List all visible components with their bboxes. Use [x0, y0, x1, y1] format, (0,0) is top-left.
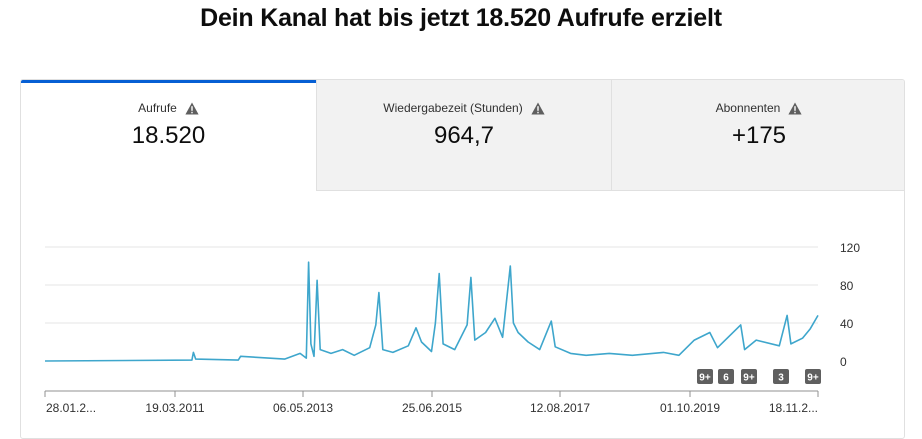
tab-watch-time-value: 964,7	[433, 122, 495, 149]
metric-tabs: Aufrufe 18.520 Wiedergabezeit (Stunden) …	[21, 80, 904, 191]
tab-views-value: 18.520	[131, 122, 206, 149]
x-tick-label: 18.11.2...	[769, 401, 818, 415]
tab-subscribers-value: +175	[731, 122, 787, 149]
views-line-chart[interactable]: 120 80 40 0 28.01.2... 19.03.2011 06.05.2013 25…	[0, 0, 922, 422]
annotation-badge-label: 9+	[807, 373, 819, 384]
x-tick-label: 01.10.2019	[660, 401, 720, 415]
warning-icon[interactable]	[788, 102, 802, 115]
annotation-badge-label: 6	[723, 373, 729, 384]
annotation-badge[interactable]	[805, 369, 821, 384]
tab-views[interactable]: Aufrufe 18.520	[21, 80, 316, 191]
annotation-badge-label: 9+	[743, 373, 755, 384]
x-tick-label: 06.05.2013	[273, 401, 333, 415]
warning-icon[interactable]	[531, 102, 545, 115]
tab-subscribers[interactable]: Abonnenten +175	[611, 80, 904, 191]
tab-subscribers-label: Abonnenten	[715, 101, 781, 115]
annotation-badge[interactable]	[697, 369, 713, 384]
annotation-badge[interactable]	[741, 369, 757, 384]
annotation-badge-label: 9+	[699, 373, 711, 384]
tab-watch-time[interactable]: Wiedergabezeit (Stunden) 964,7	[316, 80, 611, 191]
warning-icon[interactable]	[185, 102, 199, 115]
annotation-badge-label: 3	[778, 373, 784, 384]
analytics-card: Aufrufe 18.520 Wiedergabezeit (Stunden) …	[20, 79, 905, 439]
y-tick-label: 0	[840, 355, 847, 369]
y-tick-label: 80	[840, 279, 854, 293]
annotation-badge[interactable]	[773, 369, 789, 384]
y-tick-label: 40	[840, 317, 854, 331]
x-tick-label: 12.08.2017	[530, 401, 590, 415]
tab-views-label: Aufrufe	[138, 101, 177, 115]
annotation-badge[interactable]	[718, 369, 734, 384]
x-tick-label: 28.01.2...	[46, 401, 96, 415]
views-series-line	[44, 261, 819, 362]
x-tick-label: 19.03.2011	[145, 401, 204, 415]
y-tick-label: 120	[840, 241, 860, 255]
page-title: Dein Kanal hat bis jetzt 18.520 Aufrufe …	[200, 4, 722, 32]
x-tick-label: 25.06.2015	[402, 401, 462, 415]
tab-watch-time-label: Wiedergabezeit (Stunden)	[383, 101, 523, 115]
